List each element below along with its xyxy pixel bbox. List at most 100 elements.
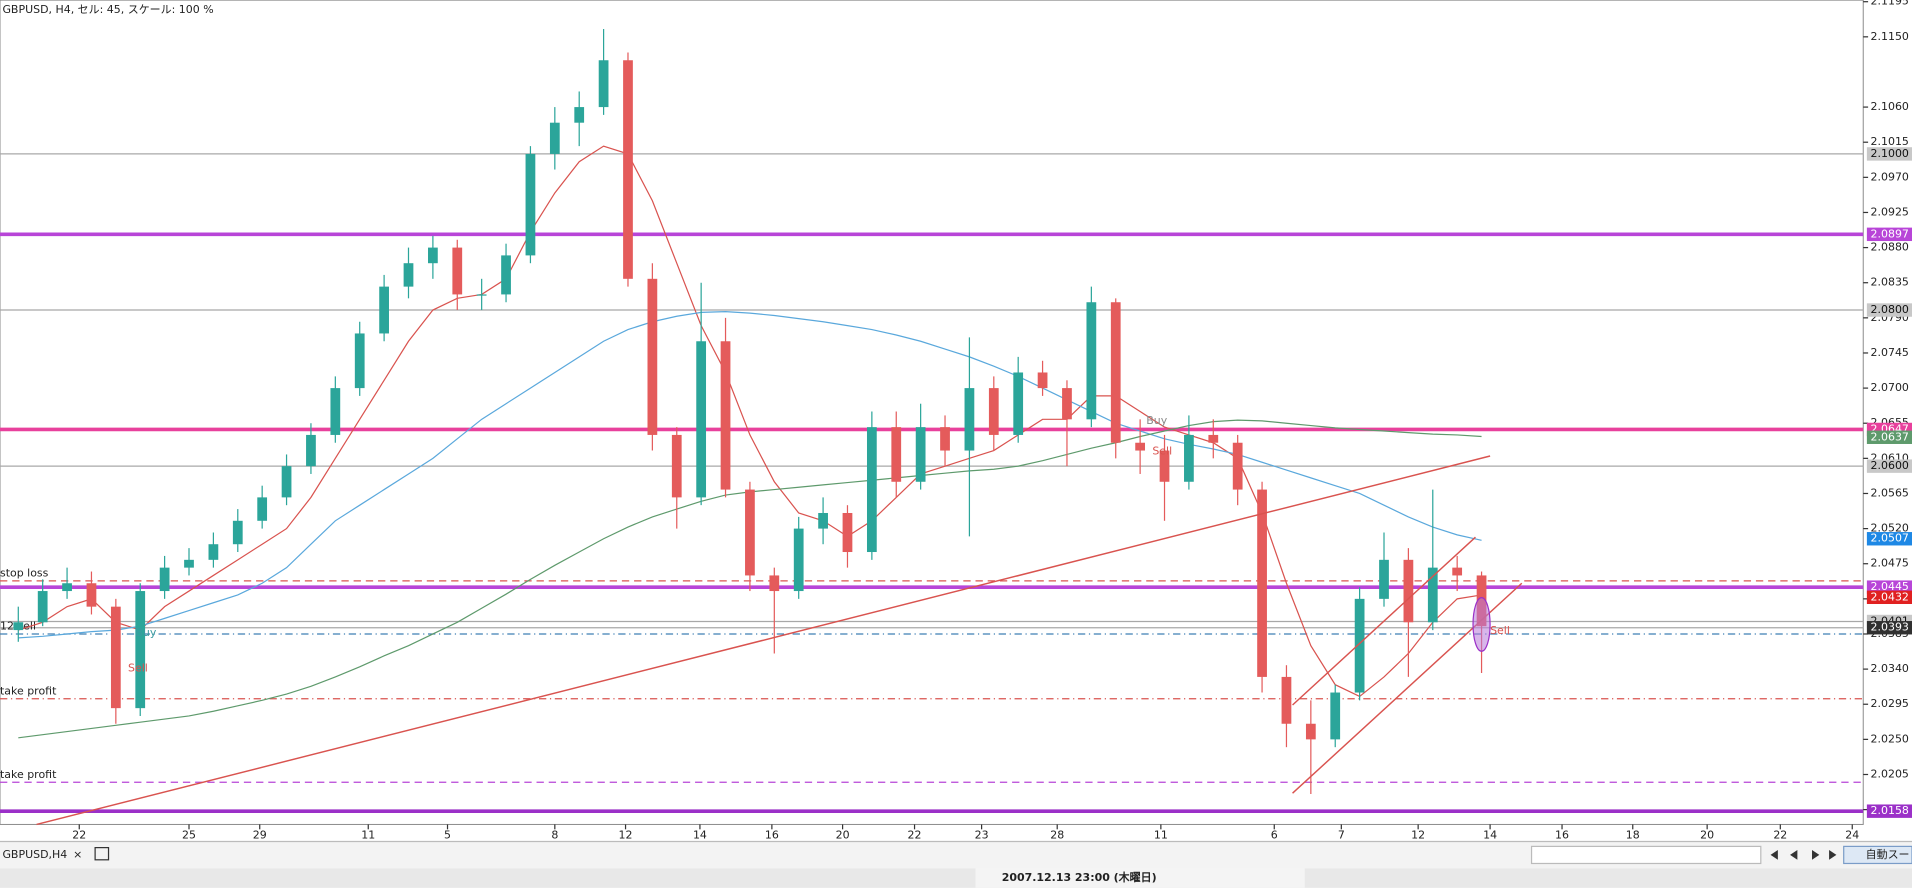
trade-annotation: Buy <box>135 626 156 639</box>
candle-body <box>208 544 219 560</box>
x-tick-label: 14 <box>693 828 707 841</box>
level-name: take profit <box>0 684 57 697</box>
candle-body <box>1257 489 1267 677</box>
candle-body <box>1379 559 1389 599</box>
candle-body <box>623 60 633 279</box>
candle-body <box>793 528 804 592</box>
y-tick-label: 2.0835 <box>1871 276 1909 289</box>
candle-body <box>184 559 194 568</box>
trade-annotation: Buy <box>1146 414 1167 427</box>
candle-body <box>232 520 243 545</box>
candle-body <box>1110 302 1121 443</box>
x-tick-label: 25 <box>182 828 196 841</box>
x-tick-label: 11 <box>361 828 375 841</box>
candle-body <box>598 60 609 108</box>
x-tick-label: 22 <box>72 828 86 841</box>
candle-body <box>988 388 999 435</box>
trade-annotation: Sell <box>128 661 148 674</box>
candle-body <box>135 591 146 709</box>
tab-close[interactable]: × <box>73 848 82 861</box>
candle-body <box>1062 388 1072 420</box>
candle-body <box>696 341 707 498</box>
candle-body <box>891 427 902 482</box>
candle-body <box>1184 434 1194 482</box>
y-tick-label: 2.0700 <box>1871 381 1909 394</box>
level-label: 2.1000 <box>1871 147 1909 160</box>
price-label: 2.0507 <box>1871 532 1909 545</box>
y-tick-label: 2.1015 <box>1871 135 1909 148</box>
candle-body <box>330 388 341 435</box>
candle-body <box>866 427 877 553</box>
candle-body <box>428 247 438 264</box>
highlight-ellipse <box>1472 597 1491 652</box>
candle-body <box>1281 676 1292 724</box>
status-cell <box>975 868 1305 888</box>
level-label-box <box>1866 227 1912 242</box>
x-tick-label: 28 <box>1050 828 1064 841</box>
y-tick-label: 2.0250 <box>1871 732 1909 745</box>
candle-body <box>1013 372 1024 435</box>
candle-body <box>769 575 780 592</box>
y-tick-label: 2.0745 <box>1871 346 1909 359</box>
candle-body <box>86 583 97 607</box>
y-tick-label: 2.0475 <box>1871 557 1909 570</box>
trade-annotation: Sell <box>1152 444 1172 457</box>
candle-body <box>574 107 585 123</box>
x-tick-label: 20 <box>1700 828 1714 841</box>
tab-label[interactable]: GBPUSD,H4 <box>2 848 67 861</box>
price-label-box <box>1866 590 1912 605</box>
candle-body <box>37 591 48 623</box>
candle-body <box>1427 567 1438 623</box>
candle-body <box>281 466 292 498</box>
candle-body <box>671 434 682 498</box>
price-label-box <box>1866 532 1912 546</box>
candle-body <box>1135 442 1146 451</box>
candle-body <box>964 388 975 451</box>
candle-body <box>647 278 658 435</box>
candle-body <box>818 512 828 529</box>
candle-body <box>745 489 755 576</box>
x-tick-label: 12 <box>619 828 633 841</box>
x-tick-label: 6 <box>1271 828 1278 841</box>
x-tick-label: 12 <box>1411 828 1425 841</box>
autoscroll-label[interactable]: 自動スー <box>1866 847 1910 861</box>
level-label: 2.0445 <box>1871 580 1909 593</box>
level-label-box <box>1866 804 1912 818</box>
x-tick-label: 18 <box>1626 828 1640 841</box>
x-tick-label: 16 <box>765 828 779 841</box>
candle-body <box>403 263 414 287</box>
y-tick-label: 2.0340 <box>1871 662 1909 675</box>
x-tick-label: 29 <box>253 828 267 841</box>
y-tick-label: 2.1195 <box>1871 0 1909 8</box>
y-tick-label: 2.0565 <box>1871 486 1909 499</box>
status-bar <box>0 868 1912 888</box>
candle-body <box>1208 434 1219 443</box>
x-tick-label: 14 <box>1483 828 1497 841</box>
level-label: 2.0158 <box>1871 804 1909 817</box>
candle-body <box>159 567 170 592</box>
y-tick-label: 2.0520 <box>1871 522 1909 535</box>
scroll-box[interactable] <box>1530 845 1762 865</box>
x-tick-label: 24 <box>1845 828 1859 841</box>
x-tick-label: 11 <box>1154 828 1168 841</box>
autoscroll-button[interactable] <box>1843 845 1912 865</box>
candle-body <box>476 294 487 296</box>
level-label-box <box>1866 147 1912 161</box>
x-tick-label: 7 <box>1338 828 1345 841</box>
candle-body <box>1330 692 1341 740</box>
candle-body <box>501 255 511 295</box>
nav-buttons[interactable] <box>1770 850 1837 860</box>
candle-body <box>354 333 365 389</box>
level-label-box <box>1866 621 1912 635</box>
level-label: 2.0897 <box>1871 227 1909 240</box>
trade-annotation: Sell <box>1490 624 1510 637</box>
window-icon[interactable] <box>94 847 110 861</box>
x-tick-label: 20 <box>836 828 850 841</box>
level-label-box <box>1866 303 1912 317</box>
candle-body <box>306 434 316 467</box>
level-label-box <box>1866 459 1912 473</box>
candle-body <box>62 583 72 592</box>
